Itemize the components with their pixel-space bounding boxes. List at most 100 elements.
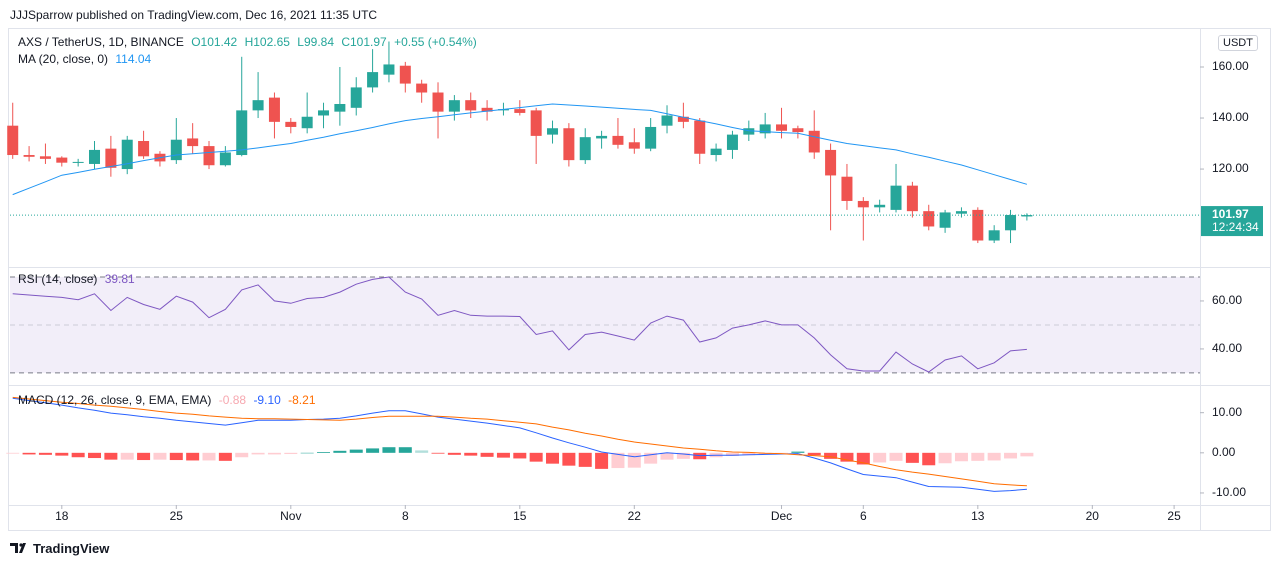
line — [12, 103, 1028, 196]
logo-icon — [10, 543, 26, 553]
histogram-bar — [676, 452, 690, 459]
candle-body — [906, 185, 918, 212]
candle-body — [105, 148, 117, 168]
candle-body — [383, 64, 395, 75]
candle-body — [874, 204, 886, 208]
candle-body — [448, 100, 460, 112]
candle-body — [825, 149, 837, 176]
histogram-bar — [922, 452, 936, 466]
y-tick-label: 60.00 — [1212, 293, 1242, 307]
histogram-bar — [611, 452, 625, 469]
histogram-bar — [6, 452, 20, 454]
histogram-bar — [235, 452, 249, 458]
histogram-bar — [791, 451, 805, 453]
histogram-bar — [1004, 452, 1018, 459]
last-price-tag — [1201, 206, 1263, 237]
histogram-bar — [987, 452, 1001, 461]
candle-body — [138, 140, 150, 157]
rsi-legend: RSI (14, close) 39.81 — [18, 272, 139, 286]
candle-body — [367, 72, 379, 88]
ohlc-open: O101.42 — [191, 35, 238, 49]
histogram-bar — [284, 452, 298, 455]
x-tick-label: 13 — [971, 509, 985, 523]
candle-body — [285, 121, 297, 127]
histogram-bar — [742, 452, 756, 456]
candle-body — [170, 139, 182, 161]
brand: TradingView — [33, 541, 110, 556]
x-tick-label: 25 — [1167, 509, 1181, 523]
histogram-bar — [71, 452, 85, 458]
ohlc-low: L99.84 — [297, 35, 334, 49]
candle-body — [694, 120, 706, 154]
last-price-label: 101.97 — [1212, 207, 1249, 221]
y-tick-label: 10.00 — [1212, 405, 1242, 419]
histogram-bar — [905, 452, 919, 463]
histogram-bar — [807, 452, 821, 456]
candle-body — [939, 212, 951, 228]
candle-body — [432, 92, 444, 112]
candle-body — [841, 176, 853, 201]
candle-body — [252, 100, 264, 111]
candle-body — [89, 149, 101, 164]
histogram-bar — [660, 452, 674, 460]
candle-body — [890, 185, 902, 210]
histogram-bar — [55, 452, 69, 456]
histogram-bar — [938, 452, 952, 464]
histogram-bar — [775, 452, 789, 454]
histogram-bar — [169, 452, 183, 461]
histogram-bar — [578, 452, 592, 467]
ma-value: 114.04 — [115, 52, 152, 66]
histogram-bar — [218, 452, 232, 461]
line — [12, 396, 1027, 487]
histogram-bar — [88, 452, 102, 459]
candle-body — [1005, 214, 1017, 231]
histogram-bar — [873, 452, 887, 463]
histogram-bar — [300, 452, 314, 454]
hist-value: -0.88 — [218, 393, 247, 407]
histogram-bar — [889, 452, 903, 461]
candle-body — [776, 124, 788, 131]
histogram-bar — [513, 452, 527, 459]
candle-body — [612, 135, 624, 145]
logo — [10, 543, 26, 553]
candle-body — [628, 142, 640, 149]
candle-body — [955, 211, 967, 214]
x-tick-label: 15 — [513, 509, 527, 523]
y-tick-label: -10.00 — [1212, 485, 1246, 499]
x-tick-label: 18 — [55, 509, 69, 523]
histogram-bar — [251, 452, 265, 455]
histogram-bar — [496, 452, 510, 458]
candle-body — [710, 148, 722, 156]
histogram-bar — [1020, 452, 1034, 457]
x-tick-label: Nov — [280, 509, 301, 523]
currency-button[interactable]: USDT — [1218, 35, 1258, 51]
histogram-bar — [595, 452, 609, 469]
candle-body — [56, 157, 68, 163]
histogram-bar — [186, 452, 200, 461]
candle-body — [23, 155, 35, 157]
histogram-bar — [333, 450, 347, 453]
ohlc-close: C101.97 — [341, 35, 387, 49]
ma-legend: MA (20, close, 0) 114.04 — [18, 52, 155, 66]
histogram-bar — [971, 452, 985, 461]
candle-body — [219, 152, 231, 166]
histogram-bar — [366, 448, 380, 453]
ma-name: MA (20, close, 0) — [18, 52, 109, 66]
x-tick-label: 22 — [628, 509, 642, 523]
candle-body — [645, 126, 657, 149]
histogram-bar — [382, 447, 396, 453]
y-tick-label: 120.00 — [1212, 161, 1249, 175]
x-tick-label: 25 — [170, 509, 184, 523]
candle-body — [792, 128, 804, 133]
histogram-bar — [137, 452, 151, 461]
candle-body — [530, 110, 542, 136]
symbol: AXS / TetherUS, 1D, BINANCE — [18, 35, 184, 49]
frame — [8, 28, 1271, 531]
candle-body — [563, 128, 575, 161]
candle-body — [661, 115, 673, 126]
main-legend: AXS / TetherUS, 1D, BINANCE O101.42 H102… — [18, 35, 481, 49]
histogram-bar — [954, 452, 968, 462]
candle-body — [121, 139, 133, 170]
macd-legend: MACD (12, 26, close, 9, EMA, EMA) -0.88 … — [18, 393, 320, 407]
